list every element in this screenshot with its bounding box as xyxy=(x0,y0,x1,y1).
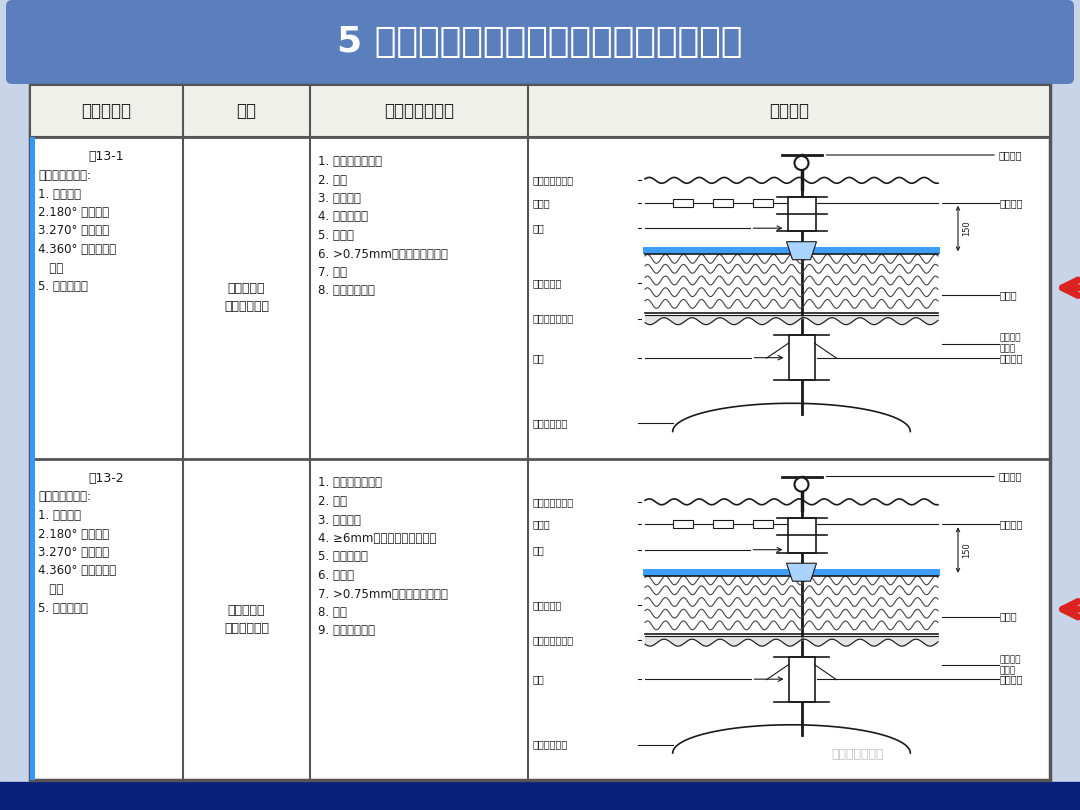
Polygon shape xyxy=(786,241,816,260)
Text: 屋面承重结构: 屋面承重结构 xyxy=(534,418,568,428)
Bar xyxy=(30,85,1050,780)
Text: 隔汽层: 隔汽层 xyxy=(1000,612,1017,621)
Bar xyxy=(643,569,940,576)
Text: 压型金属板
复合保温屋面: 压型金属板 复合保温屋面 xyxy=(224,603,269,635)
Bar xyxy=(793,199,813,207)
Circle shape xyxy=(795,478,809,492)
Text: 支撑立柱: 支撑立柱 xyxy=(1000,674,1024,684)
Bar xyxy=(30,137,35,458)
Bar xyxy=(673,520,693,528)
Text: 朱明之关于建筑: 朱明之关于建筑 xyxy=(832,748,885,761)
Text: 隔汽层: 隔汽层 xyxy=(1000,290,1017,301)
Text: 支撑立柱: 支撑立柱 xyxy=(1000,352,1024,363)
Text: 防水卷材: 防水卷材 xyxy=(1000,198,1024,208)
Bar xyxy=(713,520,733,528)
Text: 编号及类别: 编号及类别 xyxy=(81,102,132,120)
Text: 上层板固定方式:
1. 搭接连接
2.180° 咬边连接
3.270° 咬边连接
4.360° 及以上咬边
   连接
5. 扣合式连接: 上层板固定方式: 1. 搭接连接 2.180° 咬边连接 3.270° 咬边连接… xyxy=(38,491,117,615)
Text: 檩条: 檩条 xyxy=(534,674,544,684)
Text: 固定支架: 固定支架 xyxy=(999,471,1023,481)
Text: 屋面承重结构: 屋面承重结构 xyxy=(534,740,568,749)
Text: 檩条: 檩条 xyxy=(534,352,544,363)
Bar xyxy=(643,247,940,254)
Polygon shape xyxy=(786,563,816,582)
Bar xyxy=(30,85,1050,137)
Text: 防水卷材
泛水件: 防水卷材 泛水件 xyxy=(1000,334,1022,354)
FancyBboxPatch shape xyxy=(6,0,1074,84)
Text: 压型钢板持力板: 压型钢板持力板 xyxy=(534,635,575,645)
Text: 防水卷材: 防水卷材 xyxy=(1000,519,1024,530)
Bar xyxy=(713,199,733,207)
Bar xyxy=(787,197,815,231)
Bar xyxy=(0,782,1080,810)
Text: 5 金属屋面采用防水卷材的推荐构造做法: 5 金属屋面采用防水卷材的推荐构造做法 xyxy=(337,25,743,59)
Text: 材料及分层做法: 材料及分层做法 xyxy=(384,102,454,120)
Bar xyxy=(793,520,813,528)
Text: 保温隔热层: 保温隔热层 xyxy=(534,600,563,610)
Text: 檩条: 檩条 xyxy=(534,544,544,555)
Bar xyxy=(673,199,693,207)
Text: 上层板固定方式:
1. 搭接连接
2.180° 咬边连接
3.270° 咬边连接
4.360° 及以上咬边
   连接
5. 扣合式连接: 上层板固定方式: 1. 搭接连接 2.180° 咬边连接 3.270° 咬边连接… xyxy=(38,169,117,293)
Bar xyxy=(30,458,35,780)
Text: 150: 150 xyxy=(962,220,971,237)
Bar xyxy=(753,520,773,528)
Text: 150: 150 xyxy=(962,542,971,558)
Text: 隔离垫: 隔离垫 xyxy=(534,519,551,530)
Text: 固定支架: 固定支架 xyxy=(999,150,1023,160)
Text: 1. 外层压型金属板
2. 檩条
3. 防水卷材
4. ≥6mm厚玻纤维增强水泥板
5. 保温隔热层
6. 隔汽层
7. >0.75mm厚压型钢板持力板
8. : 1. 外层压型金属板 2. 檩条 3. 防水卷材 4. ≥6mm厚玻纤维增强水泥… xyxy=(318,476,448,637)
Text: 保温隔热层: 保温隔热层 xyxy=(534,279,563,288)
Bar xyxy=(788,335,814,380)
Bar xyxy=(788,657,814,701)
Circle shape xyxy=(795,156,809,170)
Bar xyxy=(753,199,773,207)
Text: 檩条: 檩条 xyxy=(534,224,544,233)
Text: 1. 外层压型金属板
2. 檩条
3. 防水卷材
4. 保温隔热层
5. 隔汽层
6. >0.75mm厚压型钢板持力板
7. 檩条
8. 屋面承重结构: 1. 外层压型金属板 2. 檩条 3. 防水卷材 4. 保温隔热层 5. 隔汽层… xyxy=(318,155,448,297)
Text: 屋13-1: 屋13-1 xyxy=(89,150,124,163)
Text: 隔离垫: 隔离垫 xyxy=(534,198,551,208)
Text: 压型钢板持力板: 压型钢板持力板 xyxy=(534,313,575,324)
Text: 构造简图: 构造简图 xyxy=(769,102,809,120)
Text: 压型金属板
复合保温屋面: 压型金属板 复合保温屋面 xyxy=(224,282,269,313)
Text: 外层压型金属板: 外层压型金属板 xyxy=(534,497,575,507)
Text: 外层压型金属板: 外层压型金属板 xyxy=(534,175,575,185)
Text: 屋13-2: 屋13-2 xyxy=(89,471,124,484)
Text: 防水卷材
泛水件: 防水卷材 泛水件 xyxy=(1000,655,1022,676)
Bar xyxy=(787,518,815,552)
Text: 名称: 名称 xyxy=(237,102,257,120)
